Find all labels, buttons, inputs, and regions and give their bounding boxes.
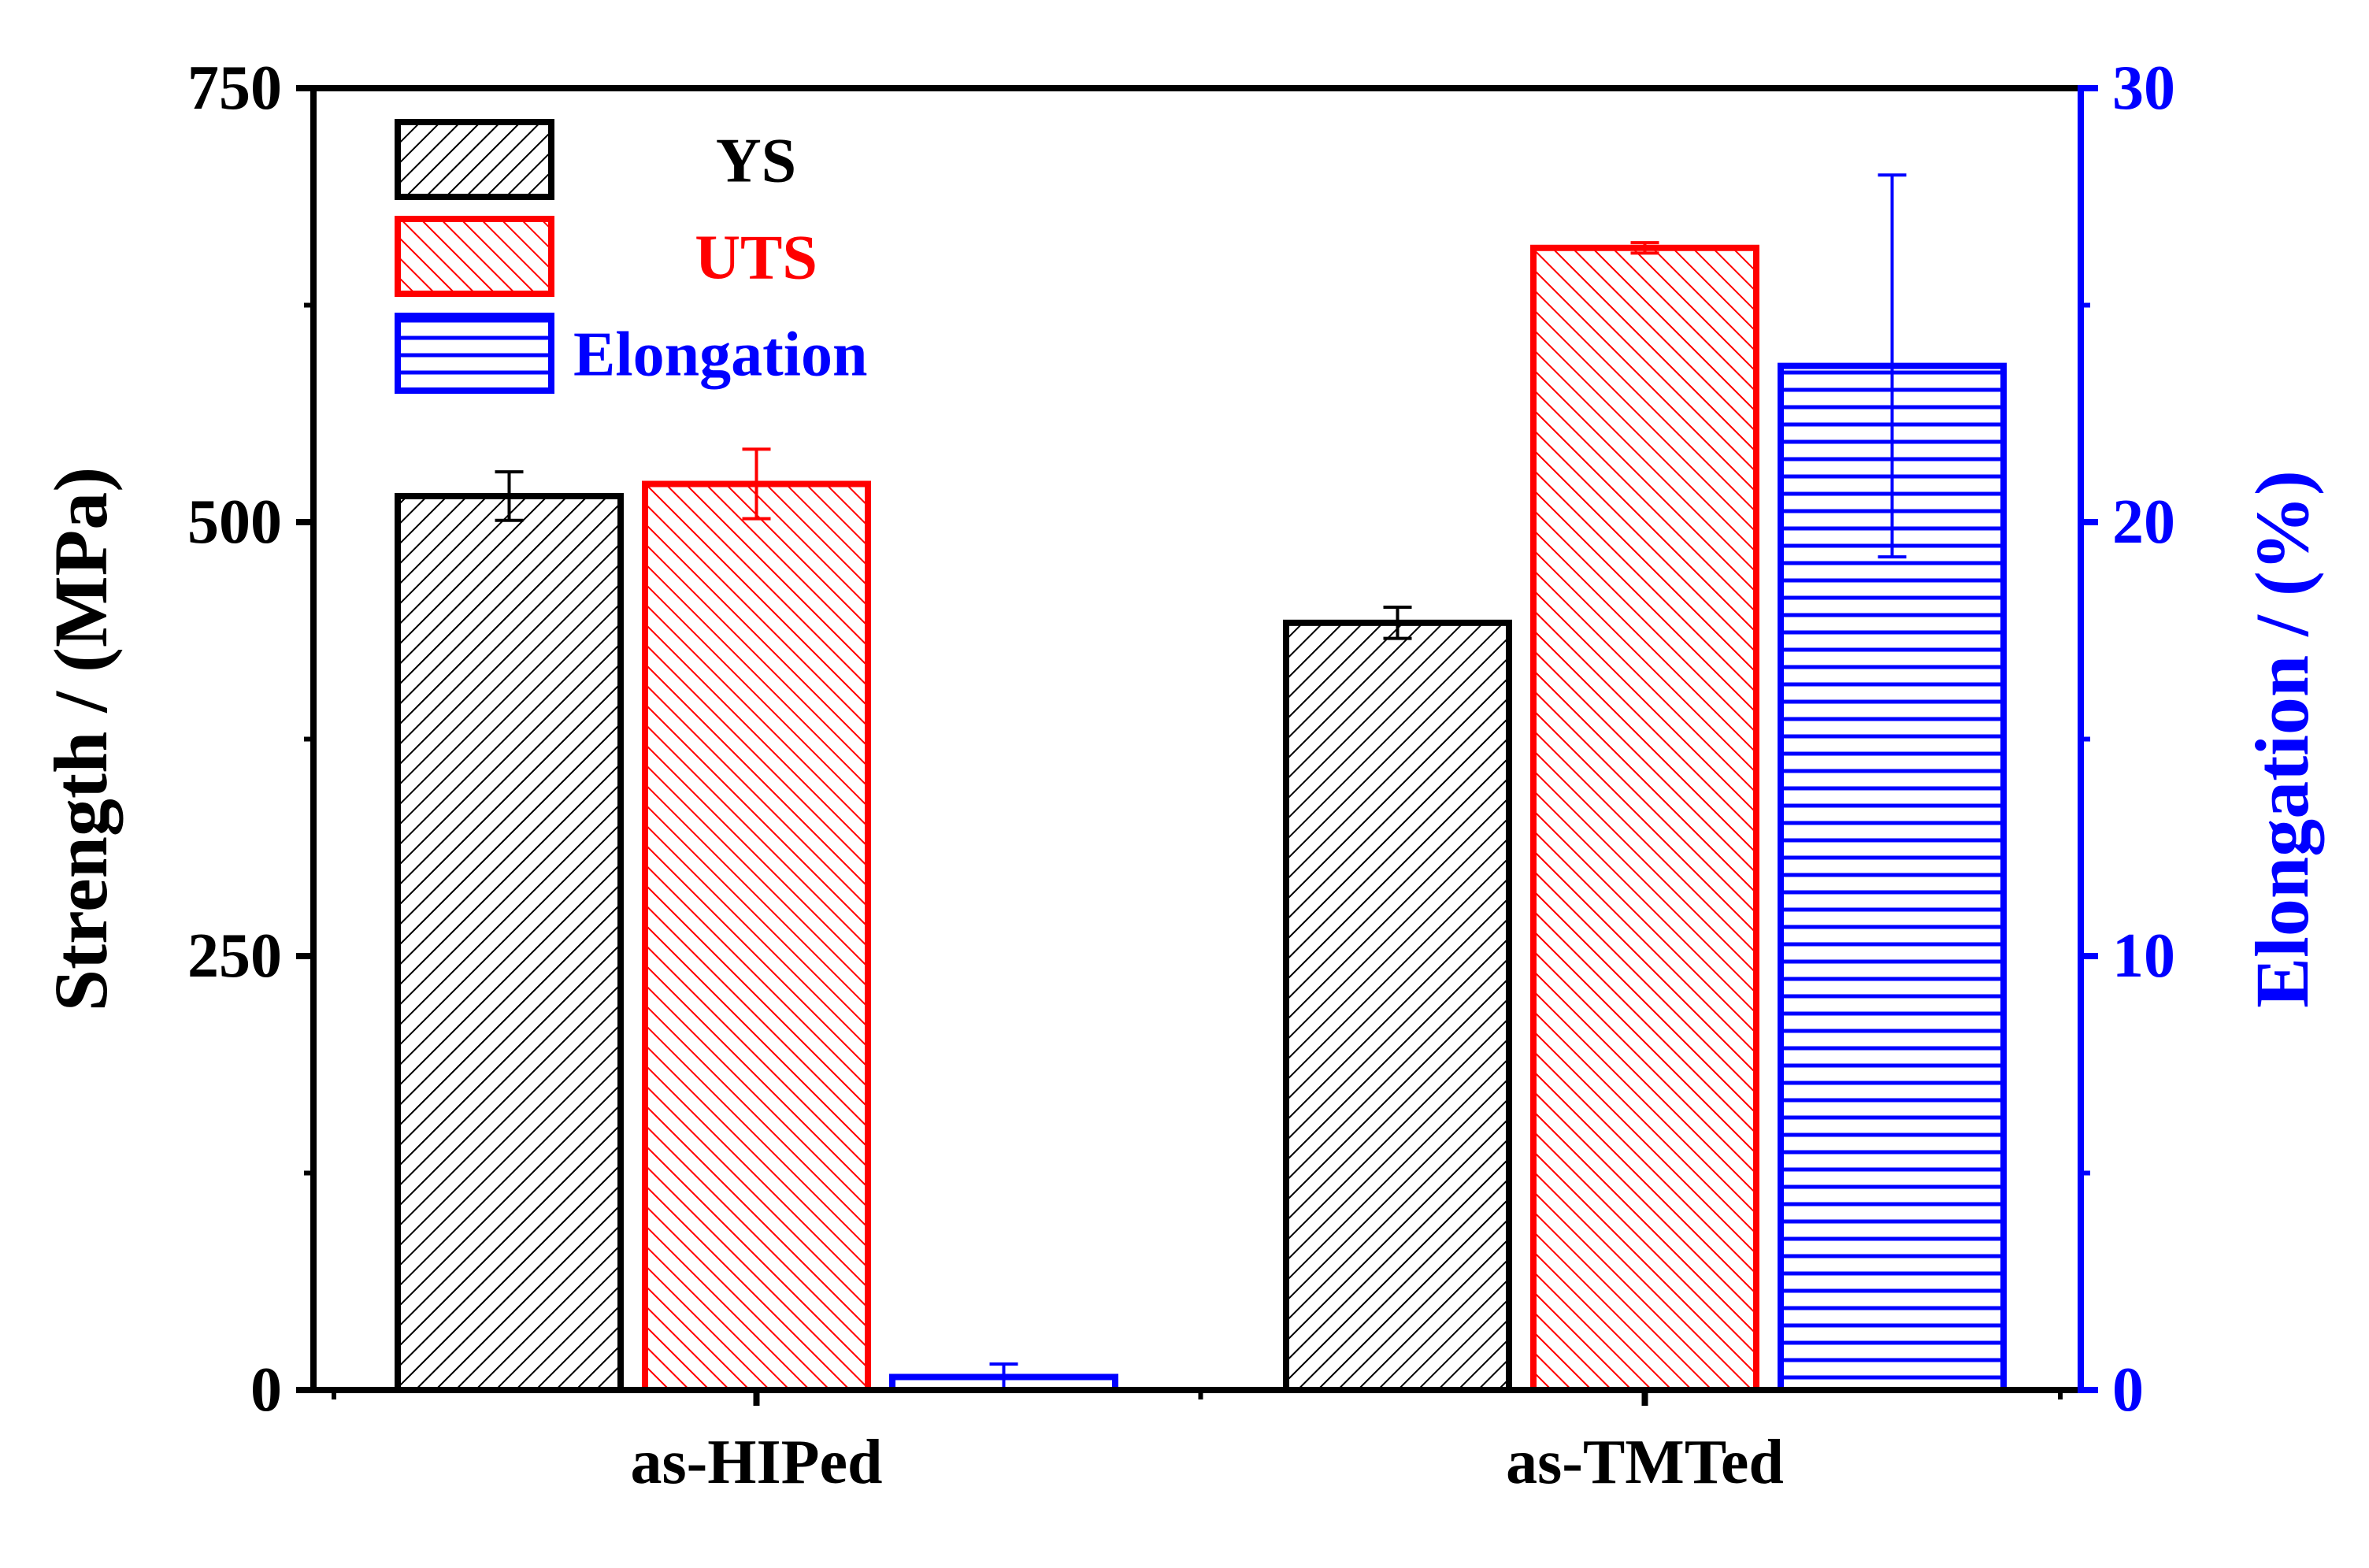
error-bar-ys-as-tmted — [1383, 605, 1412, 640]
y-left-tick-label: 750 — [187, 54, 282, 123]
legend: YS UTS Elongation — [395, 119, 867, 394]
legend-label-uts: UTS — [695, 224, 817, 293]
y-axis-left-title: Strength / (MPa) — [39, 467, 123, 1011]
y-left-tick-label: 250 — [187, 921, 282, 991]
legend-swatch-elongation — [395, 313, 554, 394]
y-right-tick-label: 20 — [2112, 487, 2175, 557]
error-bar-uts-as-tmted — [1630, 241, 1659, 255]
bar-ys-as-tmted — [1283, 619, 1512, 1393]
legend-item-elongation: Elongation — [395, 313, 867, 394]
bars-layer — [395, 173, 2007, 1394]
x-tick-label-as-hiped: as-HIPed — [631, 1428, 883, 1497]
legend-swatch-uts — [395, 216, 554, 297]
y-left-tick-label: 500 — [187, 487, 282, 557]
bar-uts-as-hiped — [642, 480, 871, 1394]
legend-swatch-ys — [395, 119, 554, 200]
y-right-tick-label: 0 — [2112, 1355, 2144, 1425]
y-right-tick-label: 30 — [2112, 54, 2175, 123]
error-bar-elongation-as-tmted — [1878, 173, 1907, 559]
error-bar-uts-as-hiped — [742, 447, 771, 521]
y-right-tick-label: 10 — [2112, 921, 2175, 991]
bar-ys-as-hiped — [395, 492, 624, 1394]
legend-label-elongation: Elongation — [573, 321, 867, 390]
y-left-tick-label: 0 — [250, 1355, 282, 1425]
legend-item-ys: YS — [395, 119, 796, 200]
x-tick-label-as-tmted: as-TMTed — [1506, 1428, 1784, 1497]
bar-uts-as-tmted — [1530, 244, 1759, 1394]
legend-item-uts: UTS — [395, 216, 817, 297]
axes-layer: 0 250 500 750 0 10 20 30 as-HIPed as-TMTed Strengt… — [39, 54, 2324, 1497]
y-axis-right-title: Elongation / (%) — [2240, 470, 2324, 1008]
error-bar-ys-as-hiped — [495, 470, 524, 522]
legend-label-ys: YS — [716, 127, 796, 196]
